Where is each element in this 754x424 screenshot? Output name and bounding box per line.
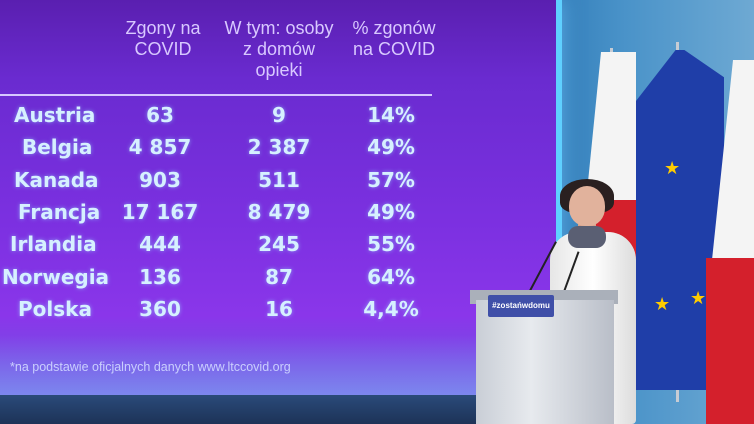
- deaths-cell: 360: [139, 296, 181, 321]
- deaths-cell: 63: [146, 103, 174, 127]
- care-homes-cell: 511: [258, 167, 300, 192]
- table-row: Austria 63 9 14%: [0, 100, 556, 130]
- deaths-cell: 17 167: [121, 199, 199, 224]
- header-deaths: Zgony na COVID: [125, 18, 201, 59]
- poland-flag-right-red: [706, 258, 754, 424]
- header-care-homes: W tym: osoby z domów opieki: [224, 18, 334, 80]
- deaths-cell: 444: [139, 232, 181, 257]
- eu-star-icon: ★: [664, 158, 681, 179]
- table-row: Belgia 4 857 2 387 49%: [0, 132, 556, 162]
- percent-cell: 49%: [367, 199, 415, 224]
- percent-cell: 14%: [367, 103, 415, 127]
- care-homes-cell: 8 479: [247, 199, 311, 224]
- screen-frame-bottom: [0, 395, 562, 424]
- projection-screen: Zgony na COVID W tym: osoby z domów opie…: [0, 0, 562, 395]
- podium: [476, 300, 614, 424]
- care-homes-cell: 9: [272, 103, 286, 127]
- country-cell: Polska: [18, 296, 92, 321]
- eu-star-icon: ★: [654, 294, 671, 315]
- header-divider: [0, 94, 432, 96]
- care-homes-cell: 16: [265, 296, 293, 321]
- percent-cell: 55%: [367, 232, 415, 257]
- deaths-cell: 903: [139, 167, 181, 192]
- percent-cell: 64%: [367, 264, 415, 289]
- table-row: Polska 360 16 4,4%: [0, 294, 556, 324]
- table-row: Irlandia 444 245 55%: [0, 229, 556, 259]
- speaker-scarf: [568, 226, 606, 248]
- table-row: Francja 17 167 8 479 49%: [0, 197, 556, 227]
- percent-cell: 4,4%: [363, 296, 419, 321]
- country-cell: Francja: [18, 199, 101, 224]
- country-cell: Austria: [14, 103, 96, 127]
- country-cell: Belgia: [22, 135, 93, 160]
- footnote: *na podstawie oficjalnych danych www.ltc…: [10, 360, 291, 374]
- percent-cell: 49%: [367, 135, 415, 160]
- podium-sign: #zostańwdomu: [488, 295, 554, 317]
- table-row: Kanada 903 511 57%: [0, 165, 556, 195]
- country-cell: Kanada: [14, 167, 99, 192]
- eu-star-icon: ★: [690, 288, 707, 309]
- care-homes-cell: 245: [258, 232, 300, 257]
- country-cell: Norwegia: [2, 264, 110, 289]
- speaker-face: [569, 186, 605, 226]
- deaths-cell: 4 857: [128, 135, 192, 160]
- deaths-cell: 136: [139, 264, 181, 289]
- care-homes-cell: 2 387: [247, 135, 311, 160]
- table-row: Norwegia 136 87 64%: [0, 262, 556, 292]
- header-percent: % zgonów na COVID: [352, 18, 436, 59]
- country-cell: Irlandia: [10, 232, 97, 257]
- percent-cell: 57%: [367, 167, 415, 192]
- care-homes-cell: 87: [265, 264, 293, 289]
